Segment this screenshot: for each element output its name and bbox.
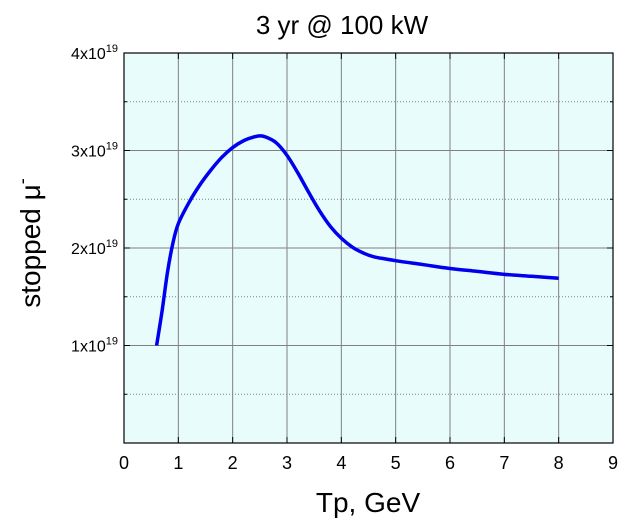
- y-tick-label: 4x1019: [71, 43, 118, 63]
- x-tick-label: 3: [282, 453, 292, 473]
- y-tick-label: 2x1019: [71, 238, 118, 258]
- y-tick-label-exponent: 19: [106, 336, 118, 348]
- x-tick-label: 1: [173, 453, 183, 473]
- x-tick-labels: 0 1 2 3 4 5 6 7 8 9: [119, 453, 618, 473]
- y-tick-label-base: 1x10: [71, 339, 106, 356]
- x-tick-label: 5: [391, 453, 401, 473]
- x-axis-label: Tp, GeV: [316, 487, 421, 518]
- x-tick-label: 7: [499, 453, 509, 473]
- x-tick-label: 6: [445, 453, 455, 473]
- grid: [124, 53, 613, 443]
- y-tick-label-exponent: 19: [106, 43, 118, 55]
- y-axis-label-group: stopped μ-: [12, 178, 46, 308]
- tick-marks: [123, 53, 614, 443]
- plot-frame: [123, 52, 614, 444]
- chart-title: 3 yr @ 100 kW: [256, 10, 429, 40]
- x-tick-label: 8: [554, 453, 564, 473]
- y-tick-label-base: 3x10: [71, 144, 106, 161]
- y-tick-label: 1x1019: [71, 336, 118, 356]
- x-tick-label: 9: [608, 453, 618, 473]
- y-tick-label-base: 2x10: [71, 241, 106, 258]
- y-axis-label-superscript: -: [12, 178, 32, 184]
- y-tick-label-exponent: 19: [106, 238, 118, 250]
- x-tick-label: 4: [336, 453, 346, 473]
- y-tick-label-exponent: 19: [106, 141, 118, 153]
- y-tick-label: 3x1019: [71, 141, 118, 161]
- x-tick-label: 0: [119, 453, 129, 473]
- series-line: [154, 134, 559, 346]
- y-tick-label-base: 4x10: [71, 46, 106, 63]
- x-tick-label: 2: [228, 453, 238, 473]
- y-axis-label-text: stopped μ: [15, 184, 46, 308]
- y-axis-label: stopped μ-: [12, 178, 46, 308]
